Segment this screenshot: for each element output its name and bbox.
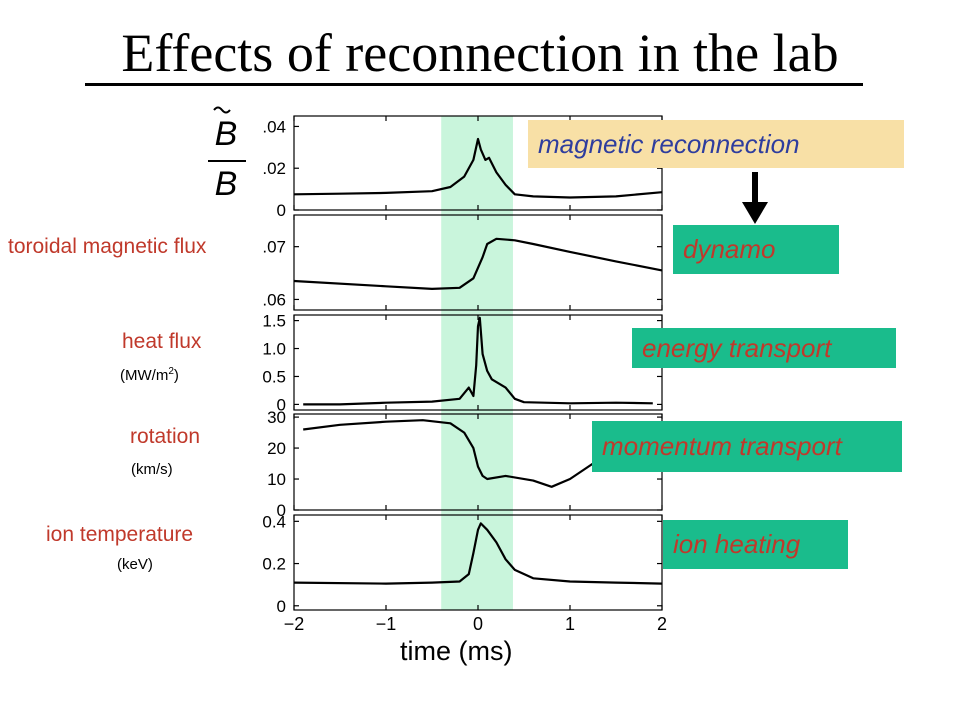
toroidal-flux-label: toroidal magnetic flux (8, 235, 207, 258)
y-tick-label: 10 (267, 470, 286, 489)
reconnection-box: magnetic reconnection (528, 120, 904, 168)
y-tick-label: 0.5 (262, 367, 286, 386)
rotation-unit: (km/s) (131, 461, 173, 478)
series-line (303, 419, 617, 488)
title-underline (85, 83, 863, 86)
ion-heating-box: ion heating (663, 520, 848, 569)
page-title: Effects of reconnection in the lab (121, 23, 839, 83)
series-line (293, 522, 663, 585)
x-tick-label: 2 (657, 614, 667, 634)
y-tick-label: .04 (262, 117, 286, 136)
rotation-label: rotation (130, 425, 201, 448)
series-line (293, 137, 663, 199)
x-axis-label: time (ms) (400, 636, 513, 666)
ion-temperature-unit: (keV) (117, 556, 153, 573)
y-tick-label: 1.0 (262, 340, 286, 359)
y-tick-label: 30 (267, 408, 286, 427)
svg-text:B: B (215, 165, 238, 203)
heat-flux-unit: (MW/m2) (120, 366, 179, 384)
x-tick-label: −2 (284, 614, 305, 634)
svg-text:B: B (215, 115, 238, 153)
x-tick-label: −1 (376, 614, 397, 634)
y-tick-label: .06 (262, 290, 286, 309)
y-tick-label: 0.4 (262, 512, 286, 531)
y-tick-label: 0 (277, 501, 286, 520)
y-tick-label: 0 (277, 597, 286, 616)
y-tick-label: 0.2 (262, 555, 286, 574)
momentum-transport-box: momentum transport (592, 421, 902, 472)
y-tick-label: 0 (277, 395, 286, 414)
series-line (303, 316, 653, 406)
series-line (293, 237, 663, 290)
ion-temperature-label: ion temperature (46, 523, 194, 546)
down-arrow-icon (742, 172, 768, 224)
y-tick-label: .02 (262, 159, 286, 178)
dynamo-box: dynamo (673, 225, 839, 274)
x-tick-label: 1 (565, 614, 575, 634)
y-tick-label: .07 (262, 238, 286, 257)
heat-flux-label: heat flux (122, 330, 202, 353)
y-tick-label: 1.5 (262, 312, 286, 331)
y-tick-label: 20 (267, 439, 286, 458)
x-tick-label: 0 (473, 614, 483, 634)
energy-transport-box: energy transport (632, 328, 896, 368)
b-fluctuation-label: B B (208, 106, 246, 203)
y-tick-label: 0 (277, 201, 286, 220)
